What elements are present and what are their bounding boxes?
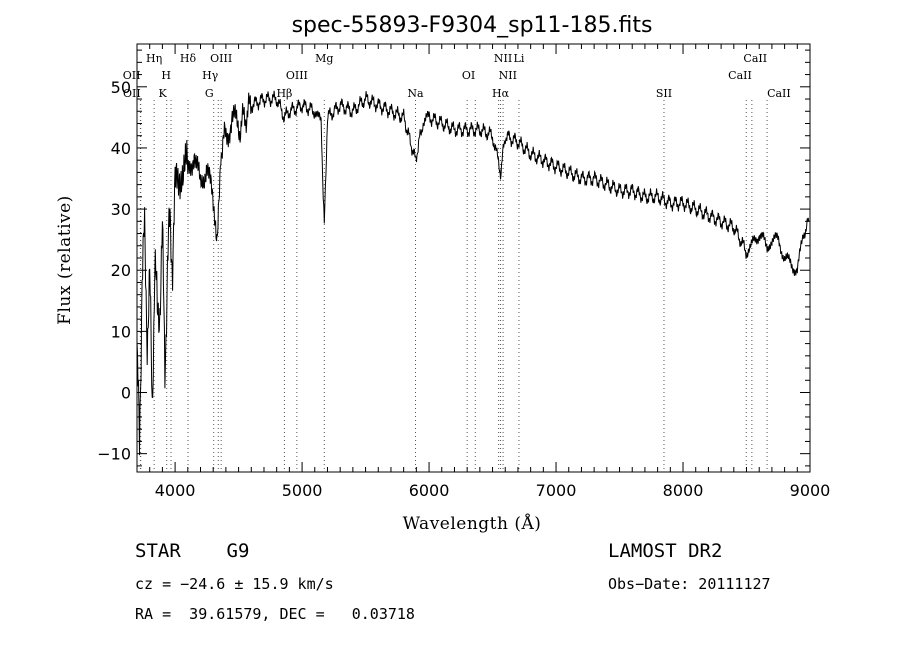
line-label: OI: [462, 69, 475, 82]
survey-name: LAMOST DR2: [608, 540, 723, 562]
y-tick-label: 30: [111, 200, 131, 219]
y-tick-label: 10: [111, 322, 131, 341]
x-tick-label: 7000: [536, 481, 577, 500]
line-label: Hα: [492, 87, 510, 100]
object-class-block: STAR G9: [135, 540, 249, 562]
line-label: G: [205, 87, 214, 100]
x-tick-label: 5000: [282, 481, 323, 500]
y-tick-label: 40: [111, 139, 131, 158]
line-label: Hγ: [202, 69, 219, 82]
y-tick-label: 50: [111, 78, 131, 97]
spectrum-series-line: [136, 90, 810, 456]
line-label: OII: [123, 69, 141, 82]
line-label: Mg: [315, 52, 333, 65]
y-axis-label: Flux (relative): [55, 195, 75, 325]
coordinates: RA = 39.61579, DEC = 0.03718: [135, 605, 415, 623]
x-tick-label: 6000: [409, 481, 450, 500]
x-tick-label: 4000: [155, 481, 196, 500]
line-label: CaII: [743, 52, 767, 65]
line-label: Na: [407, 87, 424, 100]
x-axis-label: Wavelength (Å): [403, 513, 542, 534]
line-label: OIII: [286, 69, 308, 82]
x-tick-label: 9000: [790, 481, 831, 500]
x-tick-label: 8000: [663, 481, 704, 500]
plot-frame: [136, 43, 811, 473]
redshift-velocity: cz = −24.6 ± 15.9 km/s: [135, 575, 334, 593]
y-tick-label: 0: [121, 384, 131, 403]
line-label: NII: [499, 69, 517, 82]
axis-ticks: 4000 5000 6000 7000 8000 9000 −10 0 10 20 30 40 50: [97, 44, 830, 500]
line-label: OII: [123, 87, 141, 100]
line-label: OIII: [210, 52, 232, 65]
line-label: Hβ: [276, 87, 292, 100]
series-group: [136, 90, 810, 456]
line-marker-group: [139, 100, 768, 472]
line-label: SII: [656, 87, 672, 100]
line-label: Hη: [146, 52, 162, 65]
line-label: K: [158, 87, 167, 100]
chart-title: spec-55893-F9304_sp11-185.fits: [292, 13, 653, 38]
object-subclass: G9: [226, 540, 250, 562]
line-label: H: [161, 69, 171, 82]
line-label: CaII: [767, 87, 791, 100]
y-tick-label: 20: [111, 261, 131, 280]
line-label: CaII: [728, 69, 752, 82]
line-label: NII: [494, 52, 512, 65]
line-label: Li: [514, 52, 525, 65]
y-tick-label: −10: [97, 445, 131, 464]
line-label: Hδ: [180, 52, 197, 65]
observation-date: Obs−Date: 20111127: [608, 575, 771, 593]
object-class: STAR: [135, 540, 181, 562]
